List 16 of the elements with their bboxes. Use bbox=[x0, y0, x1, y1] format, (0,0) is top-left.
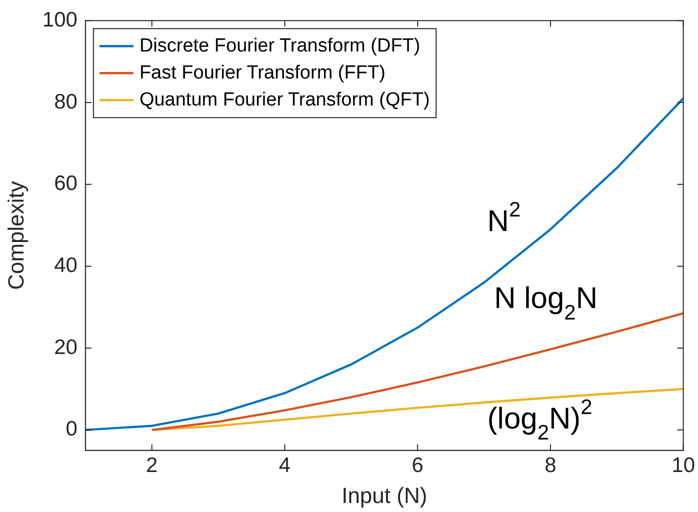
y-tick-label: 60 bbox=[54, 172, 78, 196]
legend-label: Discrete Fourier Transform (DFT) bbox=[139, 35, 420, 56]
legend-label: Fast Fourier Transform (FFT) bbox=[139, 62, 386, 84]
x-tick-label: 8 bbox=[544, 454, 556, 477]
y-tick-label: 20 bbox=[54, 336, 78, 359]
x-axis-title: Input (N) bbox=[342, 482, 428, 508]
x-tick-label: 4 bbox=[278, 454, 291, 477]
x-tick-label: 10 bbox=[672, 454, 695, 477]
legend-label: Quantum Fourier Transform (QFT) bbox=[139, 89, 430, 110]
y-tick-label: 100 bbox=[42, 8, 78, 32]
y-tick-label: 80 bbox=[54, 90, 78, 114]
y-tick-label: 0 bbox=[66, 418, 78, 441]
y-tick-label: 40 bbox=[54, 254, 78, 277]
x-tick-label: 2 bbox=[146, 454, 158, 477]
y-axis-title: Complexity bbox=[3, 181, 28, 290]
x-tick-label: 6 bbox=[412, 454, 424, 477]
